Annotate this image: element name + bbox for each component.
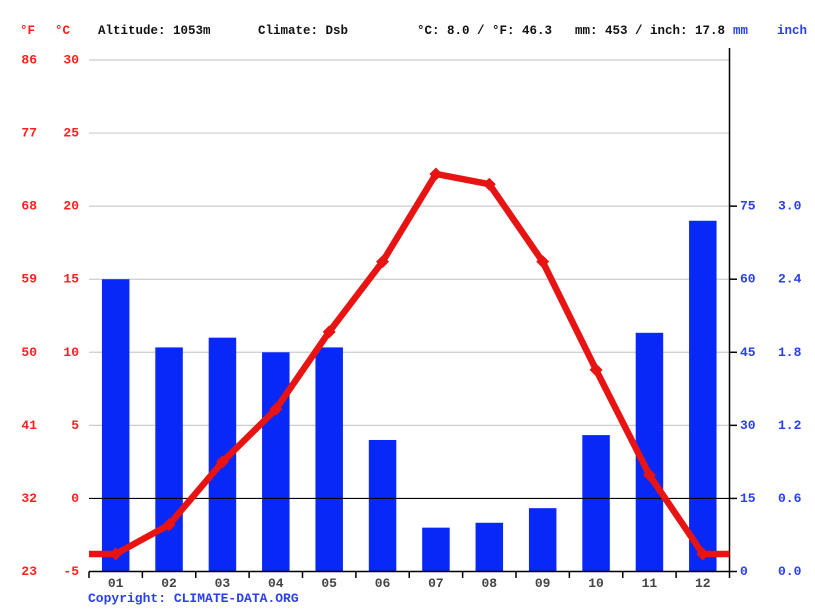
month-label: 12 [695, 576, 711, 591]
temperature-point-10 [589, 363, 603, 377]
temp-axis-c-tick: 25 [63, 126, 79, 141]
month-label: 08 [482, 576, 498, 591]
month-label: 09 [535, 576, 551, 591]
copyright-prefix: Copyright: [88, 591, 167, 606]
temp-axis-f-tick: 32 [21, 491, 37, 506]
precip-axis-mm-tick: 30 [740, 418, 756, 433]
precip-bar-06 [368, 439, 397, 572]
precip-axis-mm-tick: 15 [740, 491, 756, 506]
temp-axis-c-tick: -5 [63, 564, 79, 579]
precip-axis-inch-tick: 3.0 [778, 199, 802, 214]
temperature-point-08 [482, 177, 496, 191]
month-label: 07 [428, 576, 444, 591]
temp-axis-c-tick: 0 [71, 491, 79, 506]
temp-axis-f-tick: 86 [21, 53, 37, 68]
precip-bar-09 [528, 508, 557, 572]
temp-axis-f-tick: 50 [21, 345, 37, 360]
temp-axis-c-tick: 15 [63, 272, 79, 287]
precip-axis-inch-tick: 1.2 [778, 418, 802, 433]
temp-axis-c-tick: 20 [63, 199, 79, 214]
precip-bar-01 [101, 279, 130, 572]
temp-axis-f-tick: 77 [21, 126, 37, 141]
precip-bar-08 [475, 522, 504, 572]
precip-axis-inch-tick: 1.8 [778, 345, 802, 360]
temperature-point-04 [269, 402, 283, 416]
altitude-label: Altitude: 1053m [98, 24, 211, 38]
climate-classification-label: Climate: Dsb [258, 24, 349, 38]
celsius-unit-toggle[interactable]: °C [55, 24, 71, 38]
precip-axis-mm-tick: 45 [740, 345, 756, 360]
precip-axis-inch-tick: 2.4 [778, 272, 802, 287]
temp-axis-f-tick: 59 [21, 272, 37, 287]
precip-axis-inch-tick: 0.0 [778, 564, 802, 579]
month-label: 06 [375, 576, 391, 591]
month-label: 01 [108, 576, 124, 591]
precip-bar-12 [689, 220, 717, 572]
temp-axis-c-tick: 30 [63, 53, 79, 68]
temperature-point-12 [696, 547, 710, 561]
temperature-point-05 [322, 325, 336, 339]
month-label: 03 [215, 576, 231, 591]
temperature-point-06 [376, 255, 390, 269]
precip-axis-mm-tick: 75 [740, 199, 756, 214]
mm-unit-toggle[interactable]: mm [733, 24, 749, 38]
copyright-link[interactable]: CLIMATE-DATA.ORG [173, 591, 299, 606]
temp-axis-f-tick: 68 [21, 199, 37, 214]
temperature-point-09 [536, 255, 550, 269]
temperature-line [89, 170, 730, 558]
precip-bar-05 [315, 347, 343, 572]
inch-unit-toggle[interactable]: inch [777, 24, 808, 38]
month-label: 11 [642, 576, 658, 591]
precip-bar-07 [422, 527, 450, 572]
precip-bar-02 [155, 347, 183, 572]
temperature-point-03 [215, 455, 229, 469]
precip-axis-inch-tick: 0.6 [778, 491, 802, 506]
temperature-point-02 [162, 518, 176, 532]
precip-bar-04 [262, 352, 290, 572]
temperature-point-11 [642, 468, 656, 482]
month-label: 10 [588, 576, 604, 591]
copyright: Copyright: CLIMATE-DATA.ORG [88, 591, 299, 606]
temp-axis-c-tick: 5 [71, 418, 79, 433]
annual-precipitation-label: mm: 453 / inch: 17.8 [575, 24, 726, 38]
precip-bar-10 [582, 435, 610, 572]
temp-axis-c-tick: 10 [63, 345, 79, 360]
mean-temperature-label: °C: 8.0 / °F: 46.3 [417, 24, 553, 38]
temperature-point-01 [109, 547, 123, 561]
temperature-point-07 [429, 167, 443, 181]
precip-axis-mm-tick: 0 [740, 564, 748, 579]
temp-axis-f-tick: 23 [21, 564, 37, 579]
month-label: 05 [321, 576, 337, 591]
temp-axis-f-tick: 41 [21, 418, 37, 433]
fahrenheit-unit-toggle[interactable]: °F [20, 24, 36, 38]
precip-axis-mm-tick: 60 [740, 272, 756, 287]
month-label: 02 [161, 576, 177, 591]
month-label: 04 [268, 576, 284, 591]
